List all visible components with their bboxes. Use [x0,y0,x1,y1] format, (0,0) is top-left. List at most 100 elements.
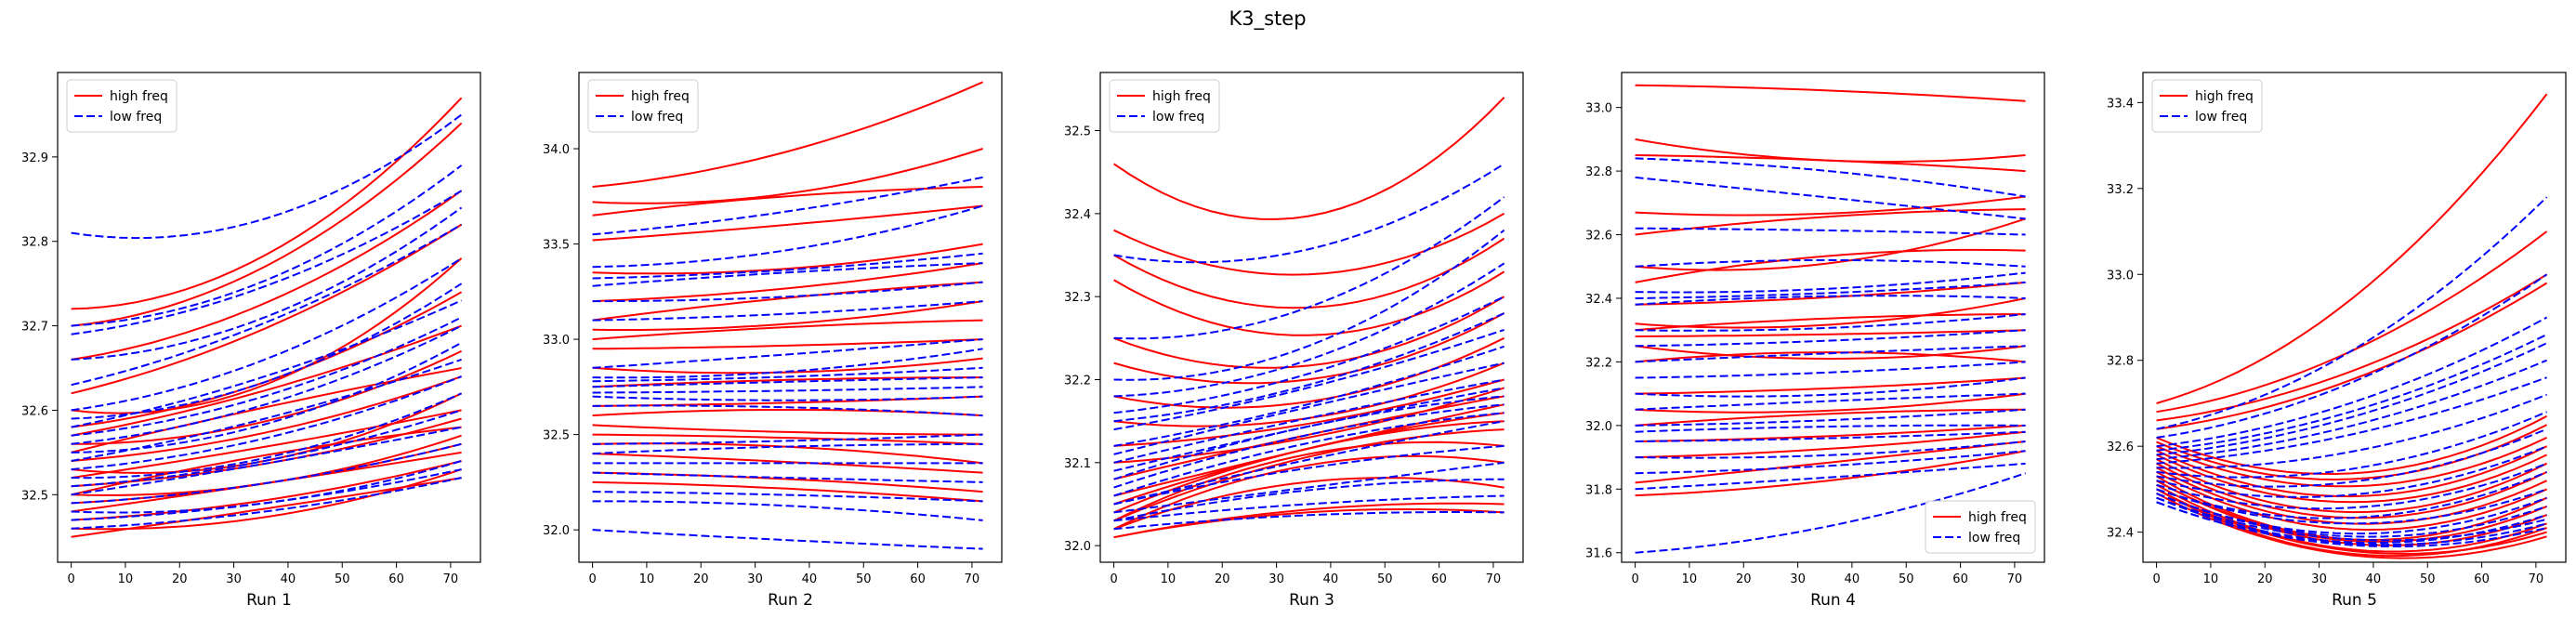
high-freq-line [592,204,983,242]
low-freq-line [1635,329,2026,348]
low-freq-legend-label: low freq [110,110,162,125]
high-freq-line [1113,378,1505,447]
low-freq-line [592,471,983,483]
x-tick-label: 10 [118,572,134,586]
low-freq-line [2156,393,2547,469]
series-lines [71,97,463,538]
low-freq-line [592,366,983,383]
axes-frame [1621,72,2045,563]
low-freq-line [1113,403,1505,489]
series-lines [2156,93,2548,559]
low-freq-line [2156,342,2548,456]
low-freq-line [71,392,462,480]
chart-panel-4: 0 10 20 30 40 50 60 70 31.6 31.8 32.0 32.2 32.4 32.6 3… [1585,72,2045,610]
x-axis-label: Run 4 [1810,591,1856,610]
high-freq-line [1635,208,2026,236]
legend-box [1925,500,2036,554]
low-freq-line [1113,444,1505,506]
y-tick-label: 32.2 [1585,356,1612,370]
high-freq-line [2156,483,2547,553]
low-freq-line [1635,258,2026,268]
legend-box [1109,79,1220,133]
low-freq-line [2156,488,2547,525]
low-freq-line [1113,494,1505,522]
low-freq-line [1113,163,1505,264]
x-tick-label: 60 [2474,572,2490,586]
high-freq-line [1635,440,2026,484]
low-freq-line [1113,395,1505,480]
x-tick-label: 30 [1268,572,1284,586]
low-freq-line [2156,376,2547,465]
x-tick-label: 30 [2311,572,2327,586]
x-axis-label: Run 3 [1289,591,1334,610]
low-freq-line [1113,196,1505,340]
high-freq-line [1635,154,2026,173]
panels: 0 10 20 30 40 50 60 70 32.5 32.6 32.7 32.8 32.9 Run 1… [21,72,2567,610]
low-freq-line [592,395,983,401]
high-freq-line [592,262,983,303]
low-freq-legend-label: low freq [1968,531,2020,546]
y-tick-label: 32.8 [21,236,48,250]
x-tick-label: 70 [1486,572,1502,586]
x-tick-label: 60 [1431,572,1447,586]
low-freq-line [1635,271,2026,294]
high-freq-line [1113,395,1505,480]
high-freq-line [71,409,462,480]
high-freq-line [592,433,983,445]
low-freq-line [1635,440,2026,459]
low-freq-line [2156,411,2547,479]
high-freq-line [592,338,983,350]
low-freq-line [592,491,983,503]
y-tick-label: 32.3 [1064,291,1091,305]
chart-panel-1: 0 10 20 30 40 50 60 70 32.5 32.6 32.7 32.8 32.9 Run 1… [21,72,481,610]
y-tick-label: 32.5 [1064,125,1091,139]
x-tick-label: 40 [802,572,818,586]
high-freq-line [71,367,462,454]
high-freq-line [2156,93,2548,404]
low-freq-line [1113,387,1505,472]
low-freq-line [2156,359,2547,461]
low-freq-line [71,299,463,428]
low-freq-line [1113,296,1505,414]
high-freq-line [1113,507,1505,539]
y-tick-label: 31.8 [1585,483,1612,497]
x-tick-label: 0 [1110,572,1117,586]
high-freq-line [2156,471,2547,532]
low-freq-line [71,223,463,387]
high-freq-line [1635,84,2026,102]
high-freq-line [592,319,983,341]
y-tick-label: 32.4 [1585,293,1612,307]
high-freq-line [592,409,983,417]
low-freq-line [2156,316,2548,448]
high-freq-line [1635,351,2026,363]
legend-box [2151,79,2263,133]
x-tick-label: 0 [1631,572,1638,586]
high-freq-line [1113,387,1505,464]
low-freq-line [1113,378,1505,464]
x-tick-label: 0 [2152,572,2160,586]
x-tick-label: 30 [1790,572,1806,586]
high-freq-legend-label: high freq [631,89,690,104]
x-tick-label: 50 [1899,572,1914,586]
legend-box [587,79,699,133]
y-tick-label: 32.8 [1585,165,1612,179]
legend: high freq low freq [587,79,699,133]
high-freq-line [2156,230,2548,414]
low-freq-line [71,324,463,445]
y-tick-label: 32.6 [2107,440,2134,454]
high-freq-line [592,243,983,275]
legend-box [66,79,177,133]
y-tick-label: 34.0 [543,143,570,157]
low-freq-line [2156,493,2547,538]
high-freq-line [71,122,463,327]
low-freq-legend-label: low freq [1152,110,1204,125]
x-tick-label: 20 [1215,572,1230,586]
low-freq-line [592,262,983,287]
low-freq-line [592,281,983,303]
low-freq-line [2156,501,2547,548]
x-tick-label: 20 [2257,572,2273,586]
x-tick-label: 30 [747,572,763,586]
high-freq-line [71,190,463,361]
y-tick-label: 32.4 [1064,208,1091,222]
x-tick-label: 40 [1845,572,1860,586]
